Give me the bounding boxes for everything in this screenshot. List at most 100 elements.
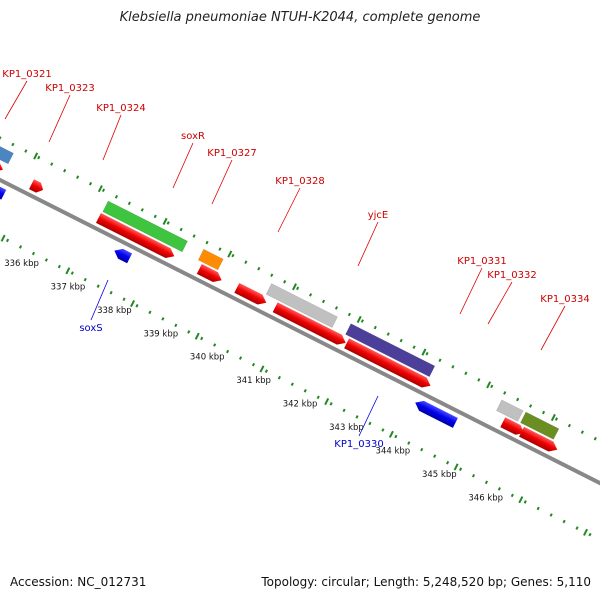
outer-tick-dot — [451, 364, 455, 369]
cds-forward — [344, 338, 431, 388]
inner-tick-dot — [148, 310, 152, 315]
gene-kp1-0321-feature — [0, 143, 14, 165]
inner-tick-dot — [549, 513, 553, 517]
inner-tick-dot — [200, 336, 204, 341]
outer-tick-dot — [425, 351, 429, 356]
kbp-tick-label: 336 kbp — [4, 259, 39, 269]
kbp-tick-label: 345 kbp — [422, 470, 457, 480]
gene-kp1-0328-feature — [265, 283, 338, 328]
outer-tick-dot — [244, 260, 248, 264]
kbp-tick-label: 342 kbp — [283, 400, 318, 410]
inner-tick-dot — [70, 271, 74, 275]
outer-tick-dot — [11, 142, 15, 147]
outer-tick-dot — [63, 168, 67, 173]
outer-tick-dot — [270, 273, 274, 278]
inner-tick-dot — [6, 238, 10, 243]
gene-label-kp1-0323: KP1_0323 — [45, 83, 94, 94]
gene-label-soxs: soxS — [79, 323, 102, 334]
leader-line-kp1-0331 — [459, 267, 483, 315]
inner-tick-dot — [562, 519, 566, 524]
outer-tick-dot — [580, 430, 584, 434]
gene-label-kp1-0332: KP1_0332 — [487, 270, 536, 281]
inner-tick-dot — [83, 277, 87, 282]
cds-forward — [196, 264, 222, 282]
outer-tick-dot — [114, 195, 119, 199]
outer-tick-dot — [399, 338, 403, 343]
inner-tick-dot — [44, 258, 48, 262]
inner-tick-dot — [536, 506, 540, 511]
outer-tick-dot — [257, 266, 261, 271]
inner-tick-dot — [290, 382, 294, 387]
inner-tick-dot — [394, 434, 398, 439]
inner-tick-dot — [497, 487, 501, 491]
gene-yjce-feature — [345, 323, 436, 378]
inner-major-tick — [0, 234, 6, 242]
topology-label: Topology: circular; Length: 5,248,520 bp… — [261, 575, 591, 589]
outer-tick-dot — [24, 149, 28, 153]
kbp-tick-label: 346 kbp — [468, 493, 503, 503]
outer-major-tick — [33, 152, 39, 160]
inner-major-tick — [518, 496, 524, 504]
cds-forward — [29, 179, 44, 193]
outer-tick-dot — [153, 214, 157, 219]
outer-tick-dot — [76, 175, 80, 179]
inner-major-tick — [259, 365, 265, 373]
outer-tick-dot — [140, 208, 144, 212]
kbp-tick-label: 339 kbp — [143, 329, 178, 339]
inner-major-tick — [130, 299, 136, 308]
outer-tick-dot — [516, 397, 520, 402]
inner-tick-dot — [226, 349, 230, 354]
cds-reverse — [0, 186, 7, 200]
inner-tick-dot — [213, 343, 217, 347]
outer-tick-dot — [360, 319, 364, 323]
cds-forward — [519, 426, 558, 452]
leader-line-kp1-0324 — [102, 114, 122, 161]
inner-tick-dot — [264, 369, 268, 373]
outer-tick-dot — [179, 227, 183, 232]
outer-tick-dot — [308, 293, 313, 297]
inner-tick-dot — [18, 245, 23, 249]
outer-tick-dot — [567, 423, 571, 428]
inner-major-tick — [65, 267, 71, 275]
gene-label-kp1-0330: KP1_0330 — [334, 439, 383, 450]
inner-tick-dot — [174, 323, 178, 328]
outer-tick-dot — [438, 358, 442, 363]
inner-tick-dot — [381, 428, 385, 432]
gene-label-yjce: yjcE — [368, 210, 389, 221]
outer-tick-dot — [386, 332, 390, 336]
inner-tick-dot — [316, 395, 320, 400]
inner-tick-dot — [122, 297, 126, 302]
gene-label-soxr: soxR — [181, 131, 205, 142]
cds-forward — [500, 417, 525, 435]
gene-label-kp1-0321: KP1_0321 — [2, 69, 51, 80]
outer-tick-dot — [347, 312, 351, 317]
outer-tick-dot — [490, 384, 494, 389]
outer-tick-dot — [541, 410, 546, 415]
outer-tick-dot — [231, 253, 235, 258]
inner-tick-dot — [96, 284, 100, 288]
outer-major-tick — [421, 348, 427, 356]
leader-line-kp1-0323 — [48, 94, 71, 143]
inner-tick-dot — [446, 460, 450, 465]
leader-line-kp1-0327 — [211, 159, 233, 205]
outer-tick-dot — [127, 201, 131, 206]
outer-tick-dot — [283, 280, 287, 284]
inner-tick-dot — [407, 441, 411, 445]
outer-tick-dot — [101, 188, 106, 193]
leader-line-yjce — [357, 221, 379, 267]
outer-major-tick — [162, 217, 168, 225]
leader-line-kp1-0330 — [358, 395, 379, 437]
kbp-tick-label: 344 kbp — [376, 447, 411, 457]
kbp-tick-label: 340 kbp — [190, 353, 225, 363]
kbp-tick-label: 343 kbp — [329, 423, 364, 433]
cds-forward — [272, 302, 346, 345]
inner-tick-dot — [31, 251, 36, 256]
kbp-tick-label: 341 kbp — [236, 376, 271, 386]
gene-kp1-0331-feature — [496, 399, 524, 422]
genome-backbone — [0, 160, 600, 502]
outer-tick-dot — [529, 404, 533, 408]
outer-tick-dot — [37, 155, 41, 160]
outer-tick-dot — [373, 325, 377, 330]
inner-tick-dot — [433, 454, 437, 458]
inner-major-tick — [583, 528, 588, 536]
